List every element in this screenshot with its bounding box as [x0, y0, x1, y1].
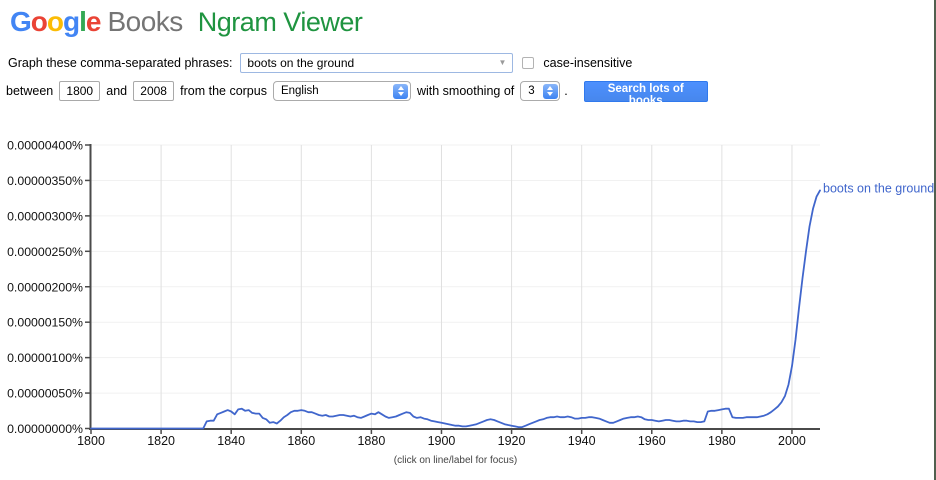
- y-tick-label: 0.00000250%: [7, 245, 83, 259]
- y-tick-label: 0.00000100%: [7, 351, 83, 365]
- phrases-input[interactable]: [240, 53, 514, 73]
- logo-letter: l: [79, 6, 87, 37]
- corpus-selected-value: English: [280, 85, 319, 97]
- corpus-label: from the corpus: [180, 84, 267, 98]
- logo-letter: e: [85, 6, 102, 37]
- start-year-input[interactable]: [59, 81, 101, 101]
- header: Google Books Ngram Viewer: [10, 6, 363, 40]
- combo-dropdown-caret-icon[interactable]: ▼: [498, 58, 507, 67]
- and-label: and: [106, 84, 128, 98]
- series-line[interactable]: [90, 189, 821, 430]
- stepper-arrows-icon: [542, 83, 558, 99]
- y-tick-label: 0.00000000%: [7, 422, 83, 436]
- case-insensitive-label: case-insensitive: [543, 56, 633, 70]
- phrases-combo: ▼: [240, 53, 514, 73]
- logo-letter: o: [30, 6, 48, 37]
- phrases-label: Graph these comma-separated phrases:: [8, 56, 233, 70]
- logo-letter: g: [63, 6, 80, 37]
- series-label[interactable]: boots on the ground: [823, 181, 934, 195]
- x-tick-label: 1860: [287, 434, 315, 448]
- x-tick-label: 1820: [147, 434, 175, 448]
- search-button[interactable]: Search lots of books: [583, 80, 708, 107]
- end-year-input[interactable]: [133, 81, 175, 101]
- smoothing-label: with smoothing of: [416, 84, 515, 98]
- product-name: Ngram Viewer: [197, 7, 363, 37]
- logo-letter: o: [46, 6, 64, 37]
- phrase-form-row: Graph these comma-separated phrases: ▼ c…: [8, 52, 632, 74]
- y-tick-label: 0.00000300%: [7, 209, 83, 223]
- corpus-select[interactable]: English: [272, 81, 411, 101]
- smoothing-selected-value: 3: [528, 85, 535, 97]
- between-label: between: [6, 84, 54, 98]
- chart-footnote: (click on line/label for focus): [394, 455, 517, 466]
- y-tick-label: 0.00000050%: [7, 387, 83, 401]
- x-tick-label: 1920: [498, 434, 526, 448]
- x-tick-label: 1880: [357, 434, 385, 448]
- smoothing-select[interactable]: 3: [520, 81, 561, 101]
- sentence-period: .: [564, 84, 568, 98]
- x-tick-label: 1800: [77, 434, 105, 448]
- x-tick-label: 1940: [568, 434, 596, 448]
- y-tick-label: 0.00000200%: [7, 280, 83, 294]
- google-logo[interactable]: Google: [10, 6, 102, 38]
- range-form-row: between and from the corpus English with…: [6, 80, 708, 107]
- x-tick-label: 1900: [428, 434, 456, 448]
- y-tick-label: 0.00000150%: [7, 316, 83, 330]
- x-tick-label: 2000: [778, 434, 806, 448]
- logo-letter: G: [10, 6, 32, 37]
- stepper-arrows-icon: [393, 83, 409, 99]
- y-tick-label: 0.00000350%: [7, 174, 83, 188]
- x-tick-label: 1840: [217, 434, 245, 448]
- x-tick-label: 1960: [638, 434, 666, 448]
- case-insensitive-checkbox[interactable]: [522, 57, 535, 69]
- x-tick-label: 1980: [708, 434, 736, 448]
- books-wordmark: Books: [107, 6, 183, 37]
- y-tick-label: 0.00000400%: [7, 139, 83, 153]
